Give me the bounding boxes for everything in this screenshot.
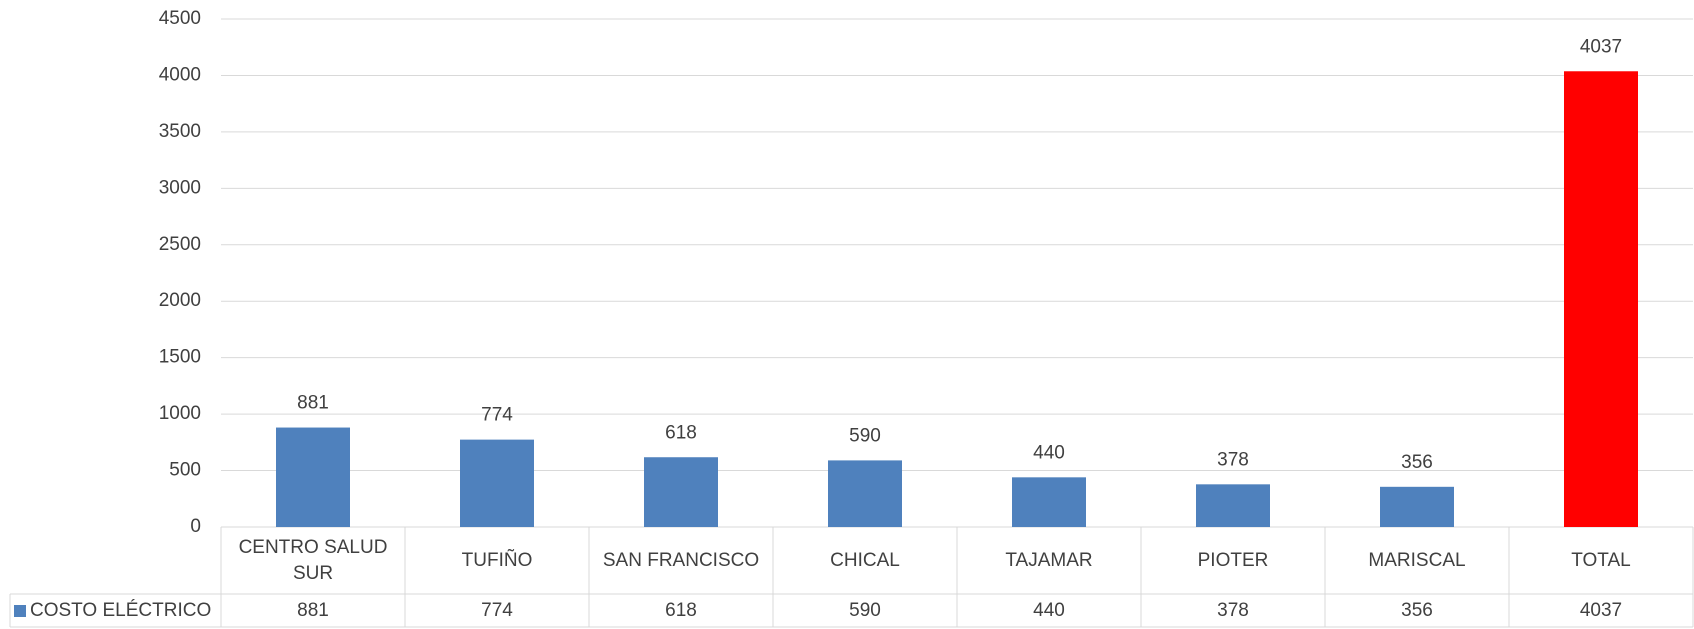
data-label: 4037 [1580, 36, 1622, 57]
cell-text: 774 [481, 599, 513, 621]
value-cell: 440 [957, 594, 1141, 627]
legend-swatch [14, 604, 26, 617]
category-cell: CENTRO SALUD SUR [221, 527, 405, 594]
cell-text: TAJAMAR [1005, 549, 1093, 571]
bar [1012, 477, 1086, 527]
value-cell: 590 [773, 594, 957, 627]
legend-cell: COSTO ELÉCTRICO [10, 594, 221, 627]
category-cell: SAN FRANCISCO [589, 527, 773, 594]
y-tick-label: 500 [169, 460, 201, 481]
cell-text: TUFIÑO [461, 549, 533, 571]
cell-text: TOTAL [1571, 549, 1631, 571]
cell-text: 356 [1401, 599, 1433, 621]
cell-text: 378 [1217, 599, 1249, 621]
data-label: 618 [665, 422, 697, 443]
data-label: 881 [297, 393, 329, 414]
category-cell: PIOTER [1141, 527, 1325, 594]
y-tick-label: 2000 [159, 290, 201, 311]
y-tick-label: 1500 [159, 347, 201, 368]
cell-text: CENTRO SALUD SUR [238, 536, 388, 584]
value-cell: 4037 [1509, 594, 1693, 627]
cell-text: MARISCAL [1368, 549, 1466, 571]
y-tick-label: 2500 [159, 234, 201, 255]
category-cell: CHICAL [773, 527, 957, 594]
category-cell: TUFIÑO [405, 527, 589, 594]
value-cell: 774 [405, 594, 589, 627]
value-cell: 378 [1141, 594, 1325, 627]
y-tick-label: 0 [190, 516, 201, 537]
cell-text: 881 [297, 599, 329, 621]
category-cell: TOTAL [1509, 527, 1693, 594]
cell-text: 440 [1033, 599, 1065, 621]
y-tick-label: 4000 [159, 64, 201, 85]
value-cell: 618 [589, 594, 773, 627]
y-tick-label: 4500 [159, 8, 201, 29]
data-label: 774 [481, 405, 513, 426]
bar [1564, 71, 1638, 528]
value-cell: 356 [1325, 594, 1509, 627]
y-tick-label: 3500 [159, 121, 201, 142]
cell-text: 590 [849, 599, 881, 621]
bar [1380, 486, 1454, 527]
bar [644, 457, 718, 527]
data-label: 378 [1217, 449, 1249, 470]
bar [828, 460, 902, 527]
cell-text: 4037 [1579, 599, 1623, 621]
bar [276, 427, 350, 527]
bar [1196, 484, 1270, 527]
data-label: 440 [1033, 442, 1065, 463]
cell-text: SAN FRANCISCO [602, 549, 760, 571]
bar [460, 439, 534, 527]
cell-text: CHICAL [830, 549, 900, 571]
category-cell: MARISCAL [1325, 527, 1509, 594]
data-label: 356 [1401, 452, 1433, 473]
category-cell: TAJAMAR [957, 527, 1141, 594]
value-cell: 881 [221, 594, 405, 627]
y-tick-label: 3000 [159, 177, 201, 198]
y-tick-label: 1000 [159, 403, 201, 424]
cell-text: COSTO ELÉCTRICO [30, 599, 212, 621]
cell-text: PIOTER [1197, 549, 1269, 571]
cell-text: 618 [665, 599, 697, 621]
data-label: 590 [849, 425, 881, 446]
